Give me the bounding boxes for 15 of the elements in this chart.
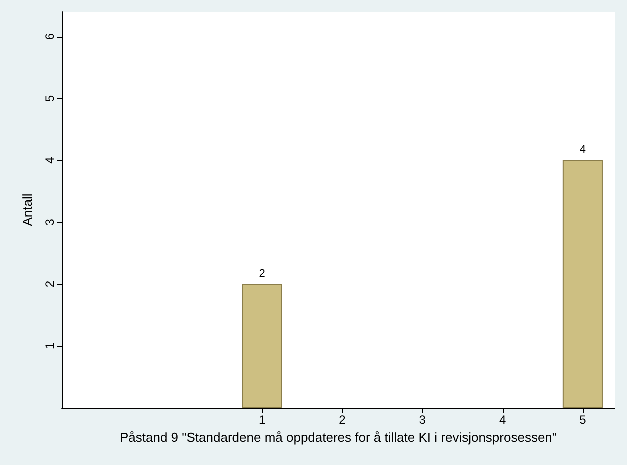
y-tick-label: 6 bbox=[43, 33, 57, 40]
x-tick-label: 1 bbox=[259, 413, 266, 427]
y-tick-label: 1 bbox=[43, 342, 57, 350]
x-tick-label: 3 bbox=[419, 413, 426, 427]
x-tick-label: 2 bbox=[339, 413, 346, 427]
y-tick-label: 4 bbox=[43, 156, 57, 164]
y-axis-title: Antall bbox=[20, 194, 35, 226]
y-tick-label: 5 bbox=[43, 94, 57, 102]
x-tick-label: 4 bbox=[499, 413, 506, 427]
x-axis-title: Påstand 9 "Standardene må oppdateres for å tillate KI i revisjonsprosessen" bbox=[120, 430, 558, 445]
data-label: 4 bbox=[580, 144, 586, 156]
data-label: 2 bbox=[259, 268, 266, 280]
y-tick-label: 2 bbox=[43, 280, 57, 288]
y-tick-label: 3 bbox=[43, 218, 57, 226]
x-tick-label: 5 bbox=[580, 413, 587, 427]
